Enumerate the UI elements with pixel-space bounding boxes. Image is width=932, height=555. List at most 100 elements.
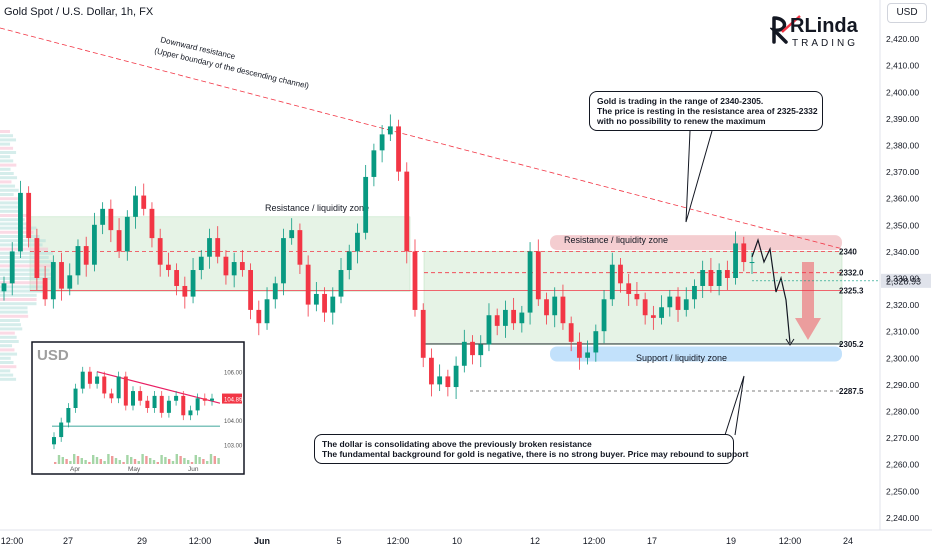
candle-body	[741, 243, 747, 263]
volume-profile-bar	[0, 310, 28, 314]
candle-body	[642, 299, 648, 316]
usd-candle-body	[152, 395, 157, 408]
candle-body	[634, 293, 640, 300]
usd-volume-bar	[99, 459, 102, 464]
x-tick-label: 24	[843, 536, 853, 546]
volume-profile-bar	[0, 142, 11, 146]
candle-body	[264, 299, 270, 324]
candle-body	[503, 309, 508, 326]
candle-body	[363, 176, 369, 233]
usd-volume-bar	[164, 457, 167, 464]
y-tick-label: 2,370.00	[886, 167, 919, 177]
volume-profile-bar	[0, 159, 14, 163]
usd-volume-bar	[111, 456, 114, 464]
volume-profile-bar	[0, 293, 37, 297]
candle-body	[338, 270, 344, 297]
volume-profile-bar	[0, 302, 37, 306]
usd-volume-bar	[118, 460, 121, 464]
y-tick-label: 2,320.00	[886, 300, 919, 310]
candle-body	[544, 299, 549, 316]
usd-candle-body	[87, 371, 92, 384]
usd-volume-bar	[130, 457, 133, 464]
volume-profile-bar	[0, 247, 49, 251]
usd-candle-body	[210, 398, 214, 401]
candle-body	[215, 238, 221, 257]
usd-volume-bar	[57, 455, 61, 464]
y-tick-label: 2,350.00	[886, 220, 919, 230]
dollar-note: The dollar is consolidating above the pr…	[314, 434, 748, 464]
x-tick-label: 10	[452, 536, 462, 546]
candle-body	[330, 296, 336, 313]
volume-profile-bar	[0, 268, 50, 272]
volume-profile-bar	[0, 356, 11, 360]
candle-body	[248, 270, 253, 310]
usd-inset-title: USD	[37, 347, 69, 364]
y-tick-label: 2,420.00	[886, 34, 919, 44]
candle-body	[618, 264, 623, 284]
level-label: 2340	[839, 247, 857, 256]
usd-x-tick: May	[128, 466, 141, 473]
volume-profile-bar	[0, 256, 49, 259]
volume-profile-bar	[0, 319, 20, 322]
volume-profile-bar	[0, 260, 53, 264]
candle-body	[355, 232, 360, 252]
candle-body	[42, 278, 48, 300]
candle-body	[527, 251, 533, 313]
candle-body	[207, 238, 212, 257]
candle-body	[404, 171, 410, 252]
candle-body	[182, 285, 188, 297]
y-tick-label: 2,270.00	[886, 433, 919, 443]
candle-body	[281, 238, 286, 284]
zone-label: Support / liquidity zone	[636, 353, 727, 363]
candle-body	[535, 251, 541, 300]
volume-profile-bar	[0, 373, 14, 377]
usd-candle-body	[145, 400, 150, 408]
level-label: 2305.2	[839, 340, 864, 349]
usd-volume-bar	[133, 459, 137, 464]
y-tick-label: 2,340.00	[886, 247, 919, 257]
x-tick-label: 17	[647, 536, 657, 546]
currency-button[interactable]: USD	[887, 3, 927, 23]
gold-note-pointer	[685, 130, 713, 223]
volume-profile-bar	[0, 184, 16, 188]
candle-body	[141, 195, 147, 209]
volume-profile-bar	[0, 230, 34, 234]
zone-label: Resistance / liquidity zone	[265, 203, 369, 213]
usd-volume-bar	[80, 458, 83, 464]
candle-body	[100, 208, 106, 225]
candle-body	[18, 192, 23, 252]
candle-body	[297, 230, 303, 265]
usd-volume-bar	[198, 457, 201, 464]
candle-body	[59, 262, 64, 289]
x-tick-label: 27	[63, 536, 73, 546]
volume-profile-bar	[0, 327, 23, 331]
usd-volume-bar	[206, 461, 209, 464]
volume-profile-bar	[0, 352, 18, 356]
volume-profile-bar	[0, 314, 29, 318]
volume-profile-bar	[0, 285, 46, 289]
candle-body	[9, 251, 15, 284]
usd-volume-bar	[114, 458, 118, 464]
candle-body	[560, 296, 566, 324]
usd-volume-bar	[54, 462, 57, 464]
y-tick-label: 2,300.00	[886, 353, 919, 363]
note-line: with no possibility to renew the maximum	[597, 116, 766, 126]
candle-body	[396, 126, 401, 172]
candle-body	[437, 376, 443, 385]
candle-body	[124, 216, 130, 252]
volume-profile-bar	[0, 277, 54, 280]
x-tick-label: 12:00	[189, 536, 212, 546]
candle-body	[26, 192, 32, 239]
usd-volume-bar	[202, 459, 205, 464]
volume-profile-bar	[0, 272, 52, 276]
usd-volume-bar	[126, 455, 129, 464]
usd-volume-bar	[194, 455, 197, 464]
volume-profile-bar	[0, 323, 21, 327]
forecast-arrowhead	[785, 338, 795, 346]
candle-body	[585, 352, 591, 358]
usd-candle-body	[138, 391, 143, 401]
candle-body	[593, 331, 599, 353]
volume-profile-bar	[0, 365, 17, 369]
